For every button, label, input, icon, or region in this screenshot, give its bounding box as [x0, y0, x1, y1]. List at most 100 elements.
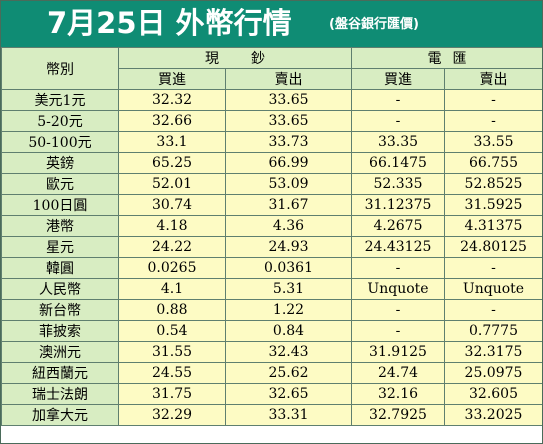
- cash-sell-value: 31.67: [225, 194, 352, 216]
- table-row: 100日圓 30.74 31.67 31.12375 31.5925: [1, 194, 542, 216]
- currency-name: 港幣: [1, 215, 119, 237]
- wire-header-char-2: 匯: [452, 51, 467, 67]
- cash-sell-value: 4.36: [225, 215, 352, 237]
- wire-buy-value: 32.7925: [351, 404, 445, 426]
- currency-name: 紐西蘭元: [1, 362, 119, 384]
- wire-sell-value: 24.80125: [444, 236, 542, 258]
- table-row: 50-100元 33.1 33.73 33.35 33.55: [1, 131, 542, 153]
- cash-buy-value: 32.66: [118, 110, 226, 132]
- cash-group-header: 現 鈔: [118, 47, 352, 69]
- wire-sell-value: -: [444, 257, 542, 279]
- cash-sell-header: 賣出: [225, 68, 352, 90]
- currency-name: 菲披索: [1, 320, 119, 342]
- wire-buy-value: Unquote: [351, 278, 445, 300]
- currency-name: 星元: [1, 236, 119, 258]
- wire-buy-value: -: [351, 89, 445, 111]
- table-row: 美元1元 32.32 33.65 - -: [1, 89, 542, 111]
- table-row: 紐西蘭元 24.55 25.62 24.74 25.0975: [1, 362, 542, 384]
- table-row: 新台幣 0.88 1.22 - -: [1, 299, 542, 321]
- currency-column-header: 幣別: [1, 47, 119, 90]
- wire-sell-header: 賣出: [444, 68, 542, 90]
- table-row: 星元 24.22 24.93 24.43125 24.80125: [1, 236, 542, 258]
- wire-header-char-1: 電: [427, 51, 442, 67]
- currency-name: 人民幣: [1, 278, 119, 300]
- table-row: 瑞士法朗 31.75 32.65 32.16 32.605: [1, 383, 542, 405]
- wire-buy-value: 32.16: [351, 383, 445, 405]
- cash-header-char-2: 鈔: [251, 51, 265, 67]
- cash-sell-value: 33.73: [225, 131, 352, 153]
- wire-buy-value: 33.35: [351, 131, 445, 153]
- table-row: 澳洲元 31.55 32.43 31.9125 32.3175: [1, 341, 542, 363]
- wire-sell-value: 4.31375: [444, 215, 542, 237]
- currency-name: 韓圓: [1, 257, 119, 279]
- wire-buy-value: 31.9125: [351, 341, 445, 363]
- currency-name: 美元1元: [1, 89, 119, 111]
- wire-buy-value: -: [351, 320, 445, 342]
- cash-sell-value: 1.22: [225, 299, 352, 321]
- wire-buy-value: 24.74: [351, 362, 445, 384]
- wire-buy-value: 24.43125: [351, 236, 445, 258]
- cash-sell-value: 33.31: [225, 404, 352, 426]
- currency-name: 瑞士法朗: [1, 383, 119, 405]
- wire-sell-value: 31.5925: [444, 194, 542, 216]
- wire-buy-value: 4.2675: [351, 215, 445, 237]
- cash-sell-value: 53.09: [225, 173, 352, 195]
- wire-sell-value: 66.755: [444, 152, 542, 174]
- table-row: 加拿大元 32.29 33.31 32.7925 33.2025: [1, 404, 542, 426]
- title-bar: 7月25日 外幣行情 (盤谷銀行匯價): [1, 1, 542, 47]
- cash-buy-value: 32.32: [118, 89, 226, 111]
- table-row: 人民幣 4.1 5.31 Unquote Unquote: [1, 278, 542, 300]
- cash-buy-header: 買進: [118, 68, 226, 90]
- cash-buy-value: 0.54: [118, 320, 226, 342]
- wire-buy-value: 52.335: [351, 173, 445, 195]
- wire-group-header: 電 匯: [351, 47, 542, 69]
- cash-buy-value: 24.55: [118, 362, 226, 384]
- cash-sell-value: 66.99: [225, 152, 352, 174]
- cash-sell-value: 32.65: [225, 383, 352, 405]
- currency-name: 澳洲元: [1, 341, 119, 363]
- table-row: 歐元 52.01 53.09 52.335 52.8525: [1, 173, 542, 195]
- page-title: 7月25日 外幣行情: [47, 6, 292, 40]
- table-row: 港幣 4.18 4.36 4.2675 4.31375: [1, 215, 542, 237]
- wire-sell-value: Unquote: [444, 278, 542, 300]
- cash-buy-value: 4.1: [118, 278, 226, 300]
- table-subheader-row: 買進 賣出 買進 賣出: [2, 68, 542, 90]
- cash-sell-value: 24.93: [225, 236, 352, 258]
- table-row: 5-20元 32.66 33.65 - -: [1, 110, 542, 132]
- currency-name: 歐元: [1, 173, 119, 195]
- cash-buy-value: 0.88: [118, 299, 226, 321]
- cash-buy-value: 52.01: [118, 173, 226, 195]
- cash-buy-value: 30.74: [118, 194, 226, 216]
- wire-buy-value: 66.1475: [351, 152, 445, 174]
- wire-sell-value: -: [444, 299, 542, 321]
- cash-buy-value: 0.0265: [118, 257, 226, 279]
- wire-sell-value: 33.2025: [444, 404, 542, 426]
- cash-sell-value: 25.62: [225, 362, 352, 384]
- cash-sell-value: 33.65: [225, 89, 352, 111]
- page-subtitle: (盤谷銀行匯價): [329, 17, 419, 32]
- cash-sell-value: 0.0361: [225, 257, 352, 279]
- wire-sell-value: 32.3175: [444, 341, 542, 363]
- cash-buy-value: 31.75: [118, 383, 226, 405]
- wire-sell-value: 0.7775: [444, 320, 542, 342]
- currency-name: 5-20元: [1, 110, 119, 132]
- wire-sell-value: 25.0975: [444, 362, 542, 384]
- currency-name: 加拿大元: [1, 404, 119, 426]
- cash-sell-value: 32.43: [225, 341, 352, 363]
- table-header-row: 幣別 現 鈔 電 匯: [1, 47, 542, 90]
- currency-name: 100日圓: [1, 194, 119, 216]
- wire-sell-value: 52.8525: [444, 173, 542, 195]
- cash-buy-value: 32.29: [118, 404, 226, 426]
- table-row: 韓圓 0.0265 0.0361 - -: [1, 257, 542, 279]
- wire-sell-value: 33.55: [444, 131, 542, 153]
- cash-sell-value: 0.84: [225, 320, 352, 342]
- wire-sell-value: 32.605: [444, 383, 542, 405]
- table-row: 菲披索 0.54 0.84 - 0.7775: [1, 320, 542, 342]
- wire-buy-value: 31.12375: [351, 194, 445, 216]
- wire-buy-value: -: [351, 299, 445, 321]
- wire-buy-header: 買進: [351, 68, 445, 90]
- cash-buy-value: 4.18: [118, 215, 226, 237]
- currency-name: 50-100元: [1, 131, 119, 153]
- cash-buy-value: 31.55: [118, 341, 226, 363]
